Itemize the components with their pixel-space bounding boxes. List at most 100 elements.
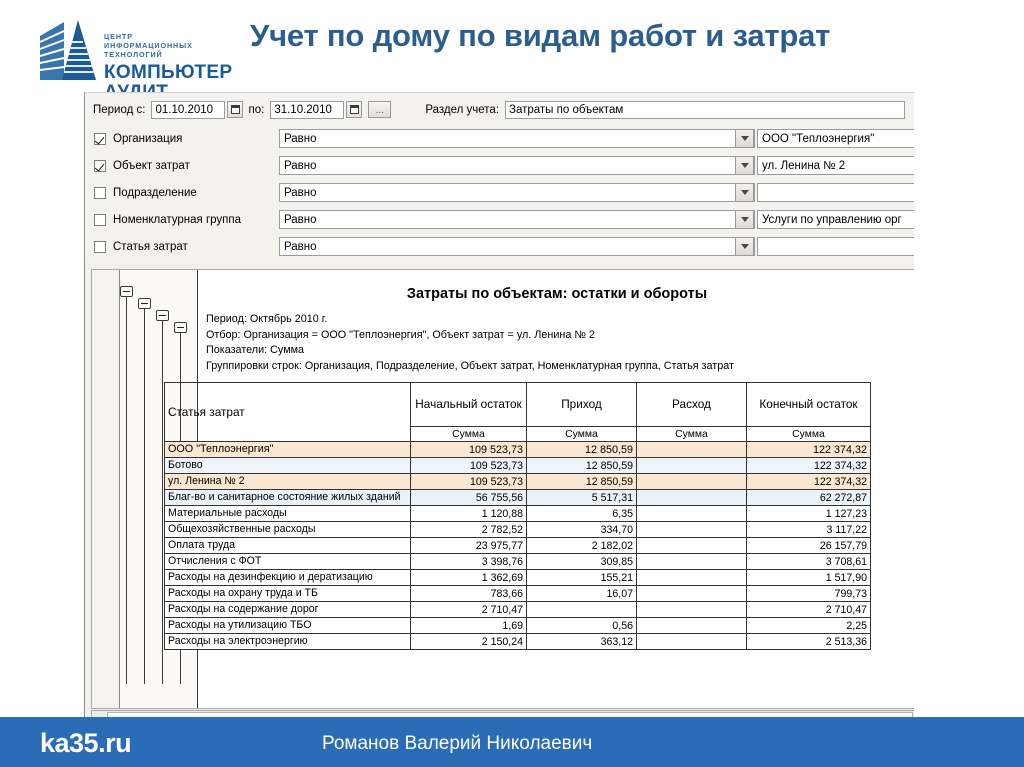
table-row[interactable]: Оплата труда 23 975,77 2 182,02 26 157,79: [164, 537, 871, 554]
table-row[interactable]: Расходы на дезинфекцию и дератизацию 1 36…: [164, 569, 871, 586]
cell-income: 2 182,02: [526, 537, 637, 554]
table-row[interactable]: ООО "Теплоэнергия" 109 523,73 12 850,59 122…: [164, 441, 871, 458]
period-more-button[interactable]: ...: [368, 101, 392, 118]
tree-toggle-level-0[interactable]: [120, 286, 133, 297]
cell-opening-balance: 2 710,47: [410, 601, 527, 618]
column-header-income: Приход: [526, 382, 637, 427]
period-row: Период с: 01.10.2010 по: 31.10.2010 ... …: [93, 100, 906, 119]
condition-organization[interactable]: Равно: [279, 129, 755, 148]
section-input[interactable]: Затраты по объектам: [505, 100, 906, 119]
cell-closing-balance: 122 374,32: [746, 457, 871, 474]
cell-closing-balance: 2 513,36: [746, 633, 871, 650]
slide-header: Центр Информационных Технологий КОМПЬЮТЕ…: [0, 0, 1024, 102]
scroll-left-arrow-icon[interactable]: ‹: [92, 711, 106, 718]
checkbox-nomenclature-group[interactable]: [94, 213, 106, 226]
filter-row-division: Подразделение Равно: [85, 179, 914, 206]
scrollbar-thumb[interactable]: [107, 712, 913, 717]
table-header-row: Статья затрат Начальный остаток Приход Р…: [164, 382, 871, 442]
chevron-down-icon-organization[interactable]: [735, 129, 754, 148]
cell-opening-balance: 109 523,73: [410, 473, 527, 490]
table-row[interactable]: Ботово 109 523,73 12 850,59 122 374,32: [164, 457, 871, 474]
report-param-groupings: Группировки строк: Организация, Подразде…: [206, 359, 734, 372]
table-row[interactable]: Общехозяйственные расходы 2 782,52 334,70 3…: [164, 521, 871, 538]
table-subheader-row: Сумма Сумма Сумма Сумма: [165, 426, 871, 442]
cell-expense: [636, 569, 747, 586]
filter-row-organization: Организация Равно ООО "Теплоэнергия": [85, 125, 914, 152]
subheader-expense-sum: Сумма: [636, 426, 747, 442]
date-from-calendar-icon[interactable]: [227, 101, 244, 118]
table-row[interactable]: Благ-во и санитарное состояние жилых зда…: [164, 489, 871, 506]
cell-closing-balance: 3 117,22: [746, 521, 871, 538]
cell-closing-balance: 1 127,23: [746, 505, 871, 522]
filter-row-cost-item: Статья затрат Равно: [85, 233, 914, 260]
report-parameters: Период: Октябрь 2010 г. Отбор: Организац…: [206, 312, 914, 374]
date-from-input[interactable]: 01.10.2010: [151, 100, 226, 119]
cell-expense: [636, 473, 747, 490]
checkbox-division[interactable]: [94, 186, 106, 199]
cell-cost-item: Ботово: [164, 457, 411, 474]
column-header-cost-item: Статья затрат: [164, 382, 411, 442]
cell-opening-balance: 109 523,73: [410, 457, 527, 474]
date-to-calendar-icon[interactable]: [346, 101, 363, 118]
table-row[interactable]: ул. Ленина № 2 109 523,73 12 850,59 122 374…: [164, 473, 871, 490]
report-param-selection: Отбор: Организация = ООО "Теплоэнергия",…: [206, 328, 595, 341]
condition-nomenclature-group[interactable]: Равно: [279, 210, 755, 229]
cell-income: 334,70: [526, 521, 637, 538]
checkbox-cost-item[interactable]: [94, 240, 106, 253]
table-row[interactable]: Расходы на электроэнергию 2 150,24 363,12 2…: [164, 633, 871, 650]
table-row[interactable]: Расходы на охрану труда и ТБ 783,66 16,07 7…: [164, 585, 871, 602]
chevron-down-icon-division[interactable]: [735, 183, 754, 202]
horizontal-scrollbar[interactable]: ‹: [91, 710, 914, 717]
cell-income: 363,12: [526, 633, 637, 650]
cell-cost-item: Расходы на электроэнергию: [164, 633, 411, 650]
report-gutter: [92, 270, 120, 708]
cell-opening-balance: 23 975,77: [410, 537, 527, 554]
date-to-input[interactable]: 31.10.2010: [270, 100, 345, 119]
value-cost-object[interactable]: ул. Ленина № 2: [757, 156, 914, 175]
condition-division[interactable]: Равно: [279, 183, 755, 202]
tree-toggle-level-3[interactable]: [174, 322, 187, 333]
filter-label-cost-item: Статья затрат: [113, 240, 188, 253]
tree-toggle-level-2[interactable]: [156, 310, 169, 321]
cell-closing-balance: 122 374,32: [746, 441, 871, 458]
cell-closing-balance: 2 710,47: [746, 601, 871, 618]
value-cost-item[interactable]: [757, 237, 914, 256]
report-table-body: ООО "Теплоэнергия" 109 523,73 12 850,59 122…: [164, 441, 871, 650]
cell-income: [526, 601, 637, 618]
chevron-down-icon-nomenclature-group[interactable]: [735, 210, 754, 229]
chevron-down-icon-cost-item[interactable]: [735, 237, 754, 256]
table-row[interactable]: Расходы на утилизацию ТБО 1,69 0,56 2,25: [164, 617, 871, 634]
cell-opening-balance: 1 120,88: [410, 505, 527, 522]
report-table: Статья затрат Начальный остаток Приход Р…: [164, 382, 871, 650]
value-nomenclature-group[interactable]: Услуги по управлению орг: [757, 210, 914, 229]
logo-line-3: Технологий: [104, 50, 163, 60]
chevron-down-icon-cost-object[interactable]: [735, 156, 754, 175]
checkbox-cost-object[interactable]: [94, 159, 106, 172]
cell-closing-balance: 26 157,79: [746, 537, 871, 554]
cell-income: 155,21: [526, 569, 637, 586]
page-title: Учет по дому по видам работ и затрат: [250, 18, 831, 53]
cell-expense: [636, 505, 747, 522]
condition-cost-item[interactable]: Равно: [279, 237, 755, 256]
filter-label-organization: Организация: [113, 132, 183, 145]
cell-expense: [636, 601, 747, 618]
checkbox-organization[interactable]: [94, 132, 106, 145]
logo-line-2: Информационных: [104, 41, 193, 51]
cell-expense: [636, 633, 747, 650]
cell-expense: [636, 489, 747, 506]
tree-toggle-level-1[interactable]: [138, 298, 151, 309]
cell-income: 12 850,59: [526, 441, 637, 458]
table-row[interactable]: Расходы на содержание дорог 2 710,47 2 710…: [164, 601, 871, 618]
period-label: Период с:: [93, 103, 146, 116]
cell-cost-item: Оплата труда: [164, 537, 411, 554]
value-division[interactable]: [757, 183, 914, 202]
cell-cost-item: Общехозяйственные расходы: [164, 521, 411, 538]
cell-cost-item: Расходы на содержание дорог: [164, 601, 411, 618]
value-organization[interactable]: ООО "Теплоэнергия": [757, 129, 914, 148]
table-row[interactable]: Отчисления с ФОТ 3 398,76 309,85 3 708,61: [164, 553, 871, 570]
condition-cost-object[interactable]: Равно: [279, 156, 755, 175]
logo-line-1: Центр: [104, 32, 133, 41]
cell-expense: [636, 441, 747, 458]
table-row[interactable]: Материальные расходы 1 120,88 6,35 1 127,23: [164, 505, 871, 522]
